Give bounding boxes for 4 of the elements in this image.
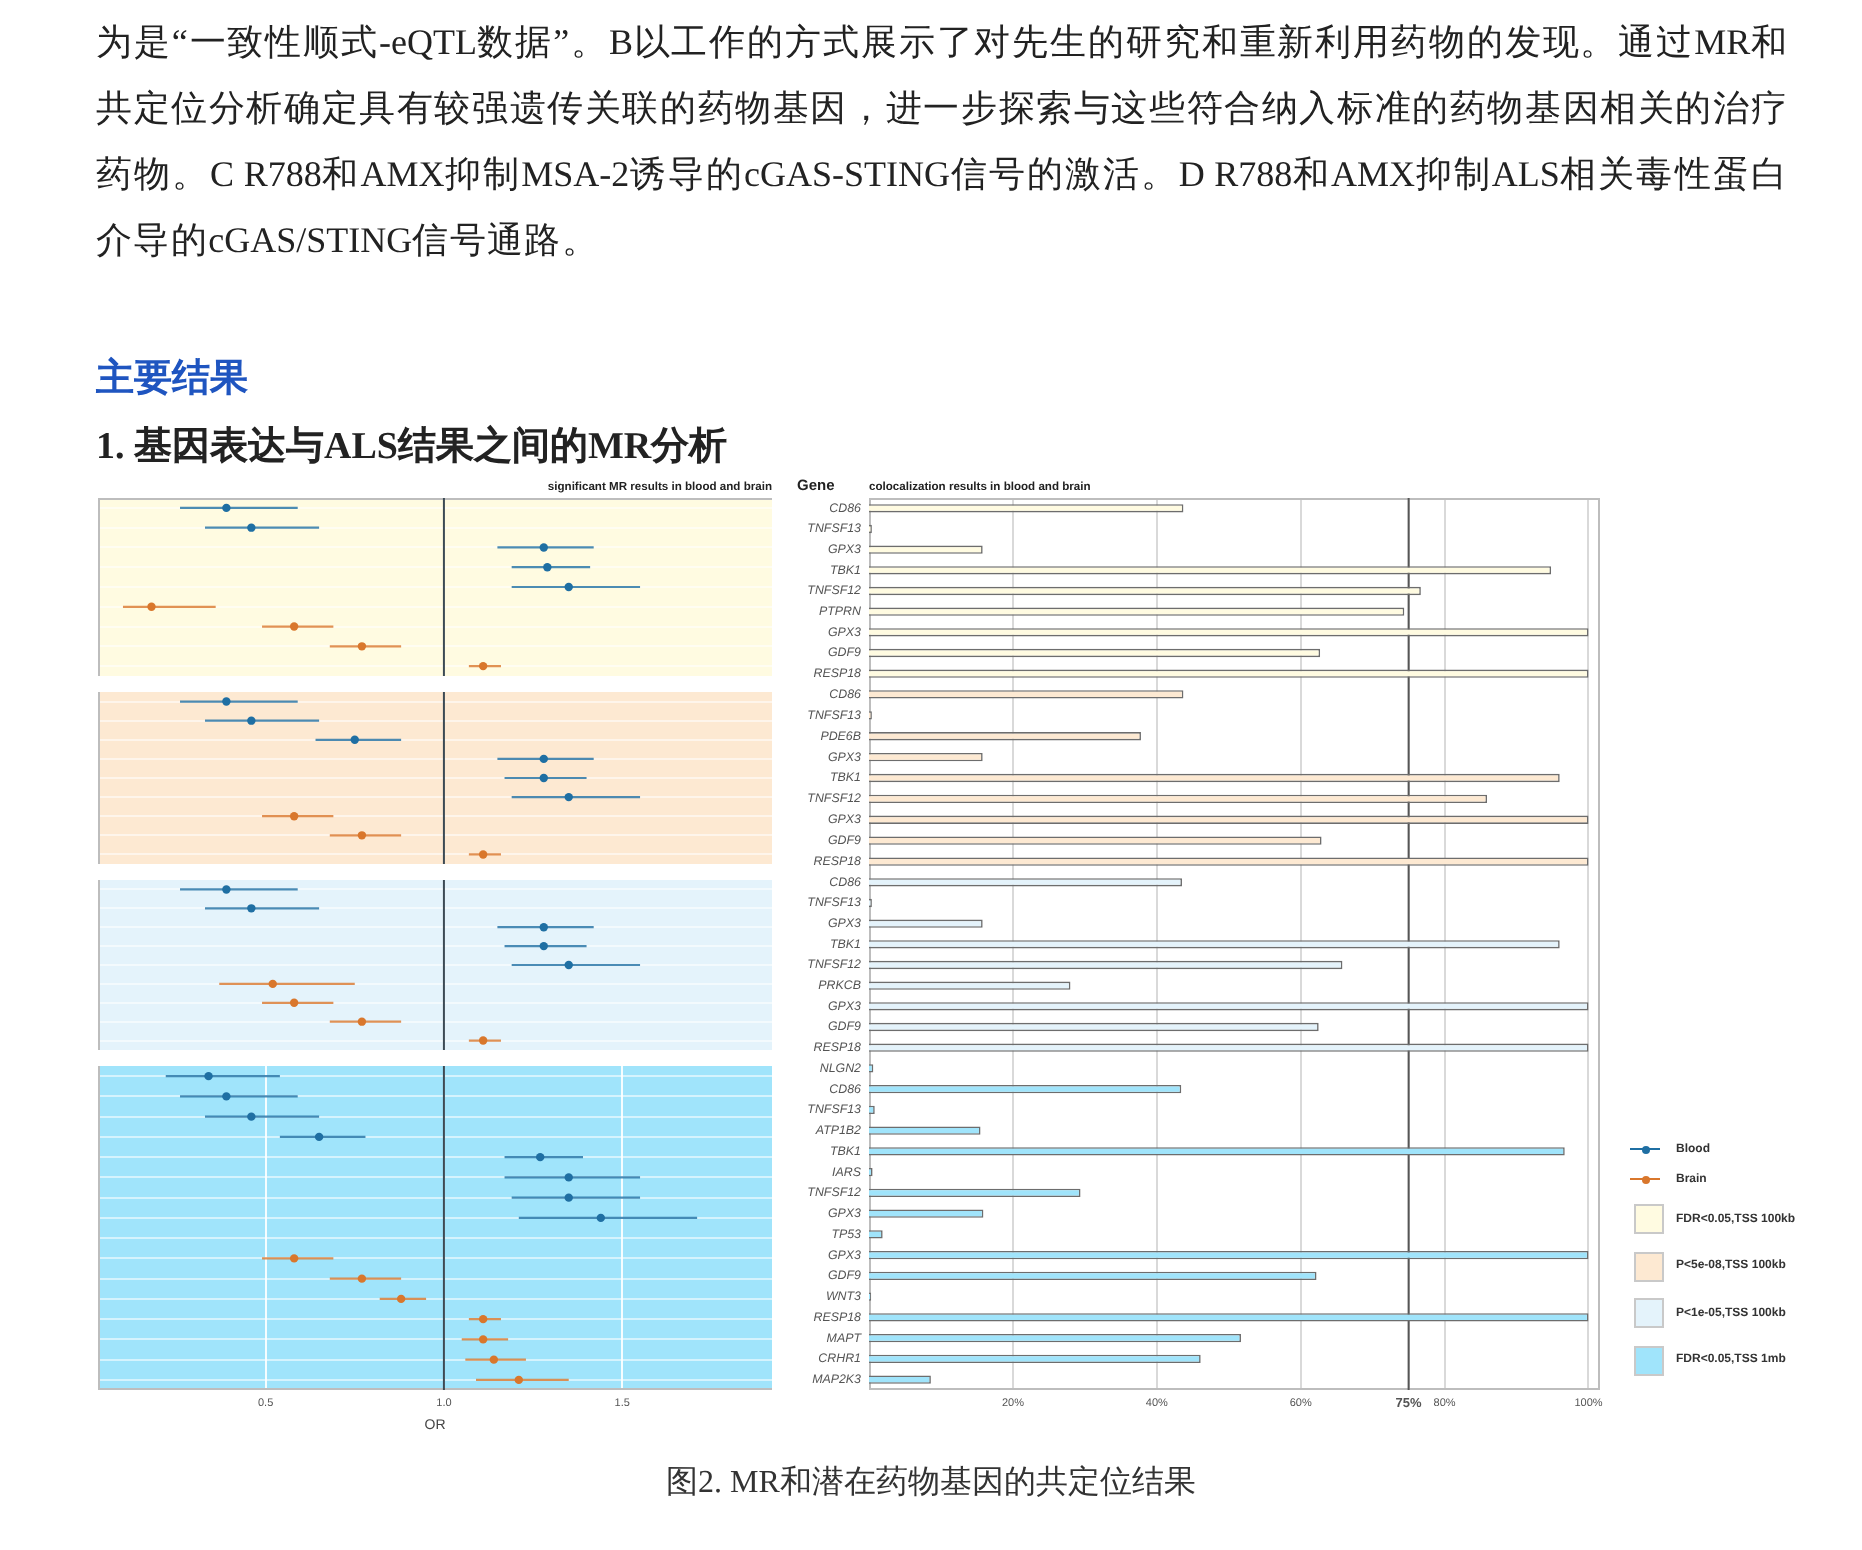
caption: 图2. MR和潜在药物基因的共定位结果	[664, 1463, 1198, 1504]
text: 为是“一致性顺式-eQTL数据”。B以工作的方式展示了对先生的研究和重新利用药物的发现。通过MR和共定位分析确定具有较强遗传关联的药物基因，进一步探索与这些符合纳入标准的药物基因相关的治疗药物。C R788和AMX抑制MSA-2诱导的cGAS-STING信号的激活。D R788和AMX抑制ALS相关毒性蛋白介导的cGAS/STING信号通路。	[96, 22, 1789, 260]
text: 1. 基因表达与ALS结果之间的MR分析	[96, 423, 728, 472]
text: 主要结果	[96, 355, 248, 404]
